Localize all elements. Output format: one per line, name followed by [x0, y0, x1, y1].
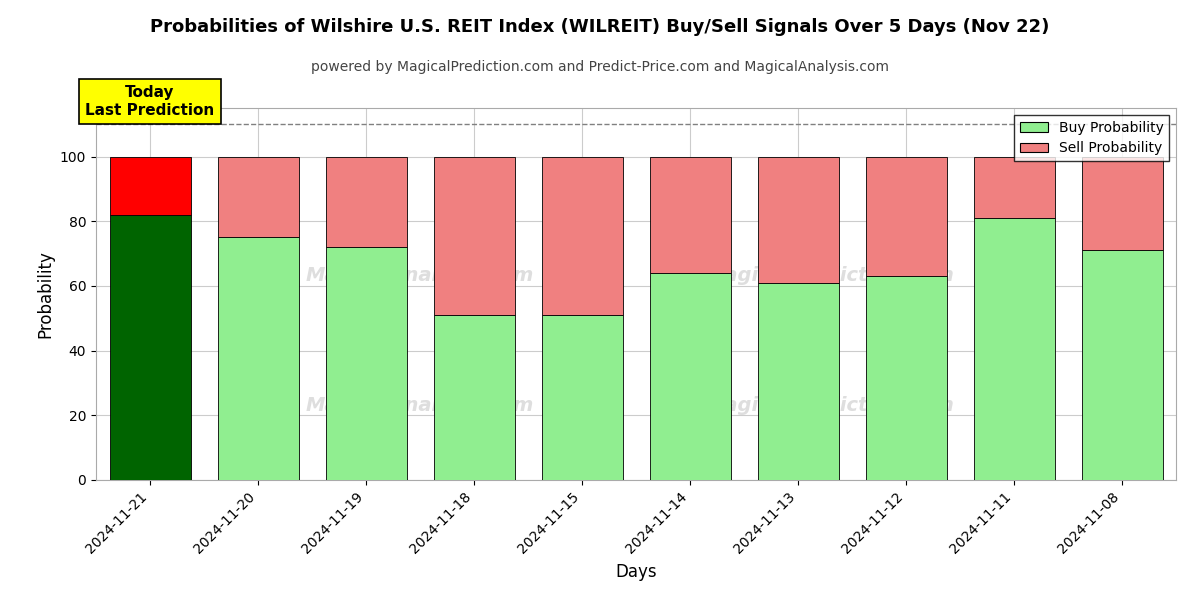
Bar [649, 273, 731, 480]
X-axis label: Days: Days [616, 563, 656, 581]
Bar [541, 157, 623, 315]
Bar [973, 218, 1055, 480]
Bar [865, 276, 947, 480]
Y-axis label: Probability: Probability [36, 250, 54, 338]
Legend: Buy Probability, Sell Probability: Buy Probability, Sell Probability [1014, 115, 1169, 161]
Bar [325, 247, 407, 480]
Text: MagicalAnalysis.com: MagicalAnalysis.com [306, 396, 534, 415]
Bar [217, 238, 299, 480]
Text: Today
Last Prediction: Today Last Prediction [85, 85, 215, 118]
Bar [649, 157, 731, 273]
Text: Probabilities of Wilshire U.S. REIT Index (WILREIT) Buy/Sell Signals Over 5 Days: Probabilities of Wilshire U.S. REIT Inde… [150, 18, 1050, 36]
Text: MagicalPrediction.com: MagicalPrediction.com [706, 396, 955, 415]
Bar [757, 157, 839, 283]
Text: MagicalAnalysis.com: MagicalAnalysis.com [306, 266, 534, 285]
Bar [757, 283, 839, 480]
Bar [109, 215, 191, 480]
Text: powered by MagicalPrediction.com and Predict-Price.com and MagicalAnalysis.com: powered by MagicalPrediction.com and Pre… [311, 60, 889, 74]
Bar [1081, 250, 1163, 480]
Bar [1081, 157, 1163, 250]
Bar [325, 157, 407, 247]
Bar [541, 315, 623, 480]
Bar [433, 157, 515, 315]
Text: MagicalPrediction.com: MagicalPrediction.com [706, 266, 955, 285]
Bar [109, 157, 191, 215]
Bar [433, 315, 515, 480]
Bar [973, 157, 1055, 218]
Bar [865, 157, 947, 276]
Bar [217, 157, 299, 238]
